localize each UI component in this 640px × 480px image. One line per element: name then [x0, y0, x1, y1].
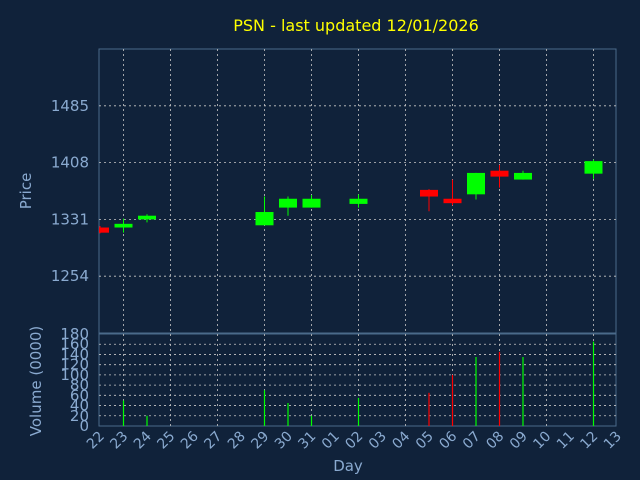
day-tick-label: 26 — [178, 428, 202, 452]
volume-tick-label: 60 — [70, 386, 89, 404]
volume-plot-frame — [98, 333, 617, 427]
day-tick-label: 01 — [319, 429, 343, 453]
candle-body — [467, 172, 485, 195]
day-tick-label: 08 — [483, 429, 507, 453]
candle-body — [255, 212, 274, 226]
price-tick-label: 1254 — [51, 267, 89, 285]
day-tick-label: 27 — [201, 429, 225, 453]
day-axis-label: Day — [333, 457, 363, 475]
candle-body — [420, 189, 438, 197]
day-tick-label: 06 — [436, 428, 460, 452]
price-tick-label: 1331 — [51, 210, 89, 228]
candle-body — [514, 172, 532, 180]
volume-tick-label: 0 — [79, 417, 89, 435]
day-tick-label: 28 — [225, 429, 249, 453]
day-tick-label: 29 — [248, 429, 272, 453]
volume-axis-label: Volume (0000) — [27, 326, 45, 436]
candle-body — [138, 215, 156, 220]
day-tick-label: 05 — [413, 429, 437, 453]
candlestick-series — [99, 159, 603, 234]
day-tick-label: 09 — [507, 429, 531, 453]
day-tick-label: 11 — [554, 429, 578, 453]
day-tick-label: 07 — [460, 429, 484, 453]
price-tick-label: 1485 — [51, 97, 89, 115]
day-tick-label: 03 — [366, 429, 390, 453]
volume-bar-series — [122, 341, 595, 426]
day-tick-label: 23 — [107, 429, 131, 453]
candle-body — [584, 161, 603, 174]
volume-grid — [99, 334, 616, 426]
candle-body — [490, 170, 509, 177]
volume-tick-label: 180 — [60, 325, 89, 343]
day-tick-label: 31 — [295, 429, 319, 453]
day-tick-label: 30 — [272, 429, 296, 453]
day-tick-label: 12 — [577, 429, 601, 453]
candle-body — [114, 223, 133, 228]
price-axis-ticks: 1254 1331 1408 1485 — [51, 97, 89, 285]
day-tick-label: 04 — [389, 428, 413, 452]
candle-body — [443, 198, 462, 204]
day-tick-label: 13 — [601, 429, 625, 453]
volume-tick-label: 80 — [70, 376, 89, 394]
price-grid — [99, 49, 616, 333]
candle-body — [99, 227, 109, 233]
day-tick-label: 24 — [131, 428, 155, 452]
candle-body — [349, 198, 368, 204]
volume-tick-label: 100 — [60, 366, 89, 384]
day-tick-label: 10 — [530, 429, 554, 453]
price-tick-label: 1408 — [51, 154, 89, 172]
chart-title: PSN - last updated 12/01/2026 — [233, 16, 479, 35]
volume-tick-label: 160 — [60, 335, 89, 353]
price-plot-frame — [98, 48, 617, 334]
candle-body — [279, 198, 297, 208]
volume-tick-label: 40 — [70, 397, 89, 415]
volume-tick-label: 140 — [60, 345, 89, 363]
candle-body — [302, 198, 321, 208]
volume-tick-label: 120 — [60, 356, 89, 374]
day-tick-label: 25 — [154, 429, 178, 453]
day-tick-label: 02 — [342, 429, 366, 453]
day-axis-ticks: 22 23 24 25 26 27 28 29 30 31 01 02 03 04 05 06 07 08 09 10… — [84, 428, 625, 452]
price-axis-label: Price — [17, 173, 35, 210]
volume-tick-label: 20 — [70, 407, 89, 425]
